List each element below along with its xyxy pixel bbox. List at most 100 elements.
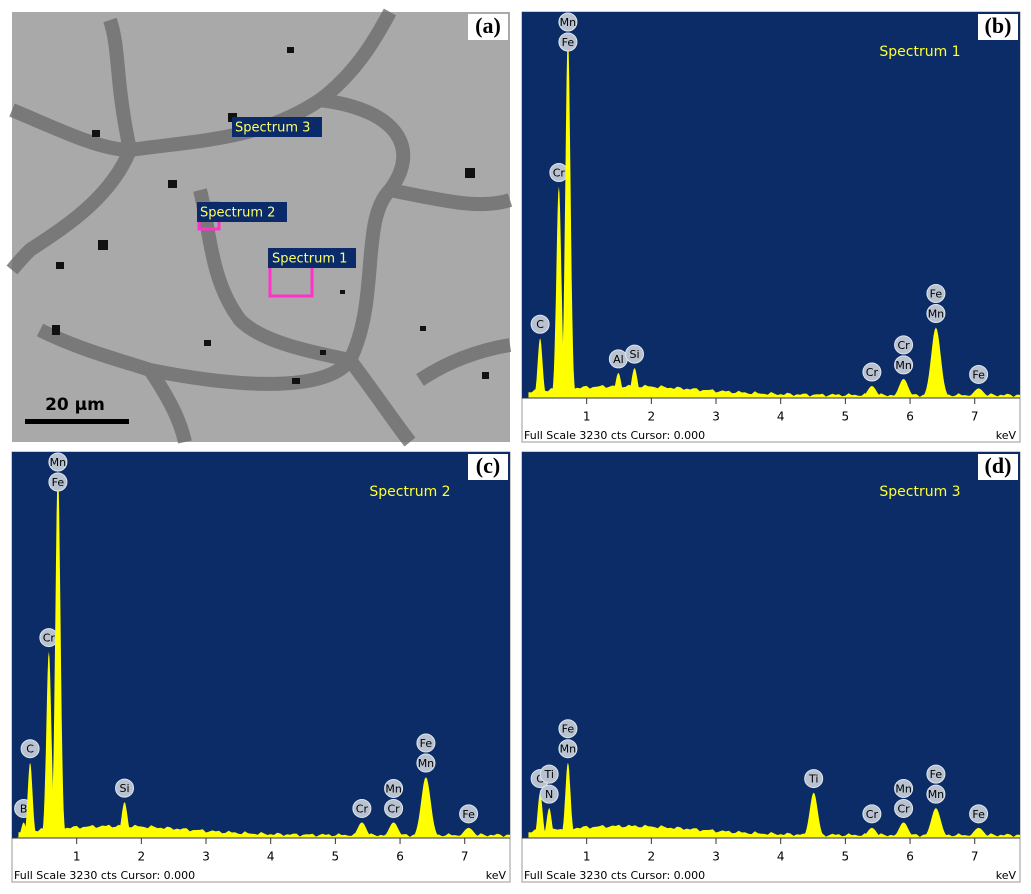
peak-label-badge [558, 739, 578, 759]
peak-label-badge [969, 804, 989, 824]
panel-label: (a) [475, 13, 501, 38]
footer: Full Scale 3230 cts Cursor: 0.000 [14, 869, 195, 882]
peak [622, 368, 647, 398]
panel-label-box [978, 14, 1018, 40]
peak [112, 802, 137, 838]
peak-label-badge [894, 355, 914, 375]
peak-label: Mn [928, 307, 944, 320]
peak [539, 808, 559, 838]
peak-label-badge [416, 733, 436, 753]
scale-bar-label: 20 µm [45, 395, 105, 415]
peak-label: Cr [387, 802, 400, 815]
x-tick-label: 6 [906, 850, 914, 864]
marker-label: Spectrum 2 [200, 206, 275, 221]
peak [406, 777, 445, 838]
x-tick-label: 1 [73, 850, 81, 864]
peak-label-badge [862, 804, 882, 824]
peak [530, 338, 550, 398]
peak-label: Mn [50, 456, 66, 469]
peak-label: Mn [560, 16, 576, 29]
x-tick-label: 4 [267, 850, 275, 864]
x-unit: keV [996, 429, 1017, 442]
peak-label: Fe [930, 287, 943, 300]
peak-label: C [26, 743, 34, 756]
peak-label-badge [530, 314, 550, 334]
peak [958, 827, 999, 838]
peak-label: Cr [43, 632, 56, 645]
peak-label-badge [459, 804, 479, 824]
peak-label: C [536, 773, 544, 786]
x-tick-label: 7 [461, 850, 469, 864]
peak [530, 792, 550, 838]
peak [557, 34, 579, 398]
peak [448, 827, 489, 838]
panel-label-box [468, 454, 508, 480]
x-tick-label: 4 [777, 410, 785, 424]
footer: Full Scale 3230 cts Cursor: 0.000 [524, 429, 705, 442]
peak-label: Fe [52, 476, 65, 489]
footer: Full Scale 3230 cts Cursor: 0.000 [524, 869, 705, 882]
x-tick-label: 6 [396, 850, 404, 864]
peak [548, 186, 569, 398]
spectrum-title: Spectrum 1 [879, 44, 960, 60]
panel-label: (b) [985, 13, 1012, 38]
peak-label: Al [613, 353, 624, 366]
x-tick-label: 2 [648, 410, 656, 424]
peak [958, 388, 999, 398]
peak-label: Cr [897, 802, 910, 815]
peak-label-badge [926, 764, 946, 784]
x-tick-label: 5 [332, 850, 340, 864]
peak-label-badge [804, 769, 824, 789]
peak-label: Mn [928, 788, 944, 801]
peak-label: Fe [562, 36, 575, 49]
x-tick-label: 2 [648, 850, 656, 864]
peak-label: Cr [866, 366, 879, 379]
peak [607, 372, 630, 398]
peak-label-badge [115, 778, 135, 798]
peak-label: B [20, 802, 28, 815]
peak [14, 822, 34, 838]
peak-label-badge [416, 753, 436, 773]
peak-label: Mn [895, 359, 911, 372]
peak-label-badge [926, 784, 946, 804]
peak-label-badge [352, 798, 372, 818]
peak-label-badge [384, 778, 404, 798]
panel-label: (c) [476, 453, 500, 478]
marker-box [197, 202, 287, 222]
peak [797, 792, 830, 838]
peak-label: Fe [972, 808, 985, 821]
x-tick-label: 2 [138, 850, 146, 864]
particles [52, 47, 489, 384]
spectrum-title: Spectrum 3 [879, 484, 960, 500]
peak-label-badge [969, 364, 989, 384]
peak-label: Si [120, 782, 130, 795]
peak-label-badge [558, 719, 578, 739]
peak [885, 378, 922, 398]
peak-label-badge [894, 798, 914, 818]
peak-label: Fe [420, 737, 433, 750]
peak-label-badge [894, 778, 914, 798]
x-tick-label: 3 [712, 410, 720, 424]
peak-label: Fe [462, 808, 475, 821]
peak-label: Cr [553, 166, 566, 179]
x-tick-label: 3 [202, 850, 210, 864]
peak-label: Si [630, 348, 640, 361]
peak-label: Cr [897, 339, 910, 352]
peak-label: Cr [866, 808, 879, 821]
peak-label: Fe [930, 768, 943, 781]
panel-label-box [978, 454, 1018, 480]
peak [38, 651, 59, 838]
peak-label-badge [894, 335, 914, 355]
x-tick-label: 4 [777, 850, 785, 864]
marker-label: Spectrum 1 [272, 252, 347, 267]
x-tick-label: 7 [971, 850, 979, 864]
peak-label-badge [20, 739, 40, 759]
peak [885, 822, 922, 838]
plot-area [12, 452, 510, 838]
marker-box [268, 248, 356, 268]
plot-area [522, 12, 1020, 398]
peak-label-badge [625, 344, 645, 364]
spectrum-title: Spectrum 2 [369, 484, 450, 500]
peak [557, 762, 579, 838]
